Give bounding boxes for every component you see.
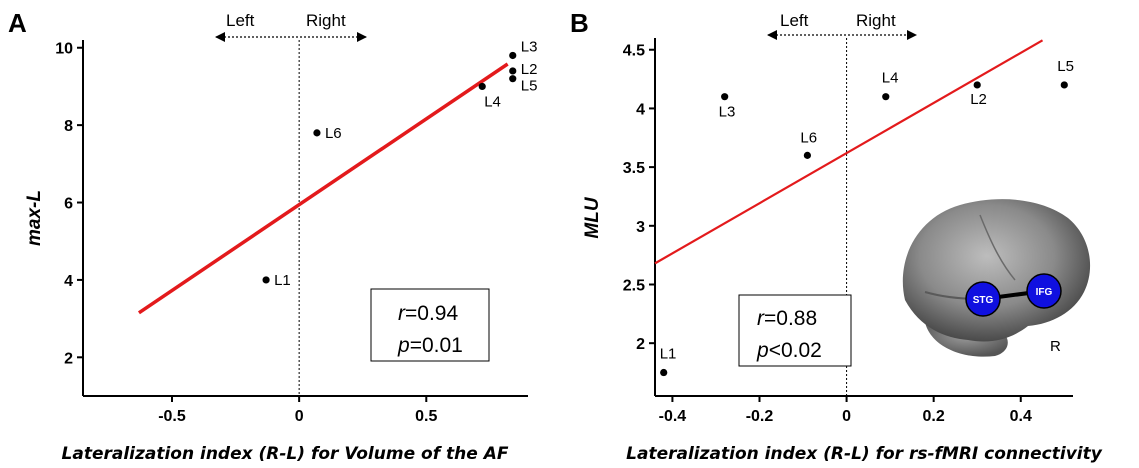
point-label-l2: L2 [970, 91, 987, 108]
direction-left-label: Left [226, 11, 255, 30]
y-tick-label: 10 [55, 41, 73, 58]
data-point-l2 [973, 81, 981, 89]
direction-right-label: Right [306, 11, 346, 30]
hemisphere-label: R [1050, 338, 1061, 355]
y-tick-label: 2 [64, 350, 73, 367]
panel-b-points: L1 L3 L6 L4 L2 L5 [660, 58, 1074, 377]
brain-inset: STG IFG R [902, 199, 1091, 357]
point-label-l6: L6 [800, 129, 817, 146]
panel-a-direction-indicator: Left Right [215, 11, 367, 42]
point-label-l1: L1 [274, 272, 291, 289]
x-tick-label: 0.5 [415, 408, 437, 425]
node-stg-label: STG [973, 295, 994, 306]
y-tick-label: 4.5 [623, 43, 645, 60]
panel-a-stats-box: r=0.94 p=0.01 [370, 288, 490, 362]
regression-line [654, 39, 1044, 265]
brain-sulcus [979, 214, 1016, 281]
x-tick-label: 0 [295, 408, 304, 425]
data-point-l6 [803, 151, 811, 159]
stats-r: r=0.94 [398, 302, 458, 325]
panel-b-x-axis-label: Lateralization index (R-L) for rs-fMRI c… [626, 444, 1103, 464]
y-tick-label: 4 [636, 101, 645, 118]
y-tick-label: 3 [636, 219, 645, 236]
panel-b-stats-box: r=0.88 p<0.02 [738, 294, 852, 367]
x-tick-label: -0.2 [746, 408, 774, 425]
data-point-l1 [262, 276, 270, 284]
panel-b-y-ticks: 2 2.5 3 3.5 4 4.5 [623, 43, 655, 353]
panel-a-x-axis-label: Lateralization index (R-L) for Volume of… [62, 444, 509, 464]
point-label-l5: L5 [521, 78, 538, 95]
point-label-l2: L2 [521, 61, 538, 78]
point-label-l5: L5 [1057, 58, 1074, 75]
node-ifg-circle [1026, 273, 1062, 309]
point-label-l6: L6 [325, 125, 342, 142]
panel-a-axes [82, 40, 528, 397]
data-point-l2 [509, 67, 517, 75]
point-label-l3: L3 [719, 104, 736, 121]
stats-r: r=0.88 [757, 307, 817, 330]
y-tick-label: 4 [64, 273, 73, 290]
panel-b: B 22.533.544.5 -0.4 -0.2 0 0.2 0.4 L1L3L6L4L… [570, 8, 1103, 464]
point-label-l1: L1 [660, 346, 677, 363]
data-point-l3 [509, 51, 517, 60]
panel-a-y-ticks: 2 4 6 8 10 [55, 41, 83, 367]
x-tick-label: 0 [842, 408, 851, 425]
panel-a-x-ticks: -0.5 0 0.5 [158, 396, 438, 425]
regression-line [137, 62, 509, 315]
node-ifg-label: IFG [1036, 287, 1053, 298]
y-tick-label: 8 [64, 118, 73, 135]
panel-b-y-axis-label: MLU [582, 196, 603, 238]
stats-p: p<0.02 [756, 339, 822, 362]
panel-b-direction-indicator: Left Right [767, 11, 917, 40]
x-tick-label: -0.4 [659, 408, 687, 425]
data-point-l5 [1060, 81, 1068, 89]
panel-a-fit-line [137, 62, 509, 315]
data-point-l4 [882, 93, 890, 101]
panel-letter-b: B [570, 8, 589, 38]
data-point-l1 [660, 368, 668, 377]
y-tick-label: 2.5 [623, 277, 645, 294]
point-label-l4: L4 [484, 93, 501, 110]
panel-b-fit-line [654, 39, 1044, 265]
node-stg-circle [965, 281, 1001, 317]
direction-left-label: Left [780, 11, 809, 30]
panel-b-axes [654, 38, 1073, 397]
y-tick-label: 6 [64, 196, 73, 213]
data-point-l6 [313, 129, 321, 137]
direction-right-label: Right [856, 11, 896, 30]
y-tick-label: 3.5 [623, 160, 645, 177]
data-point-l4 [478, 82, 486, 91]
y-tick-label: 2 [636, 336, 645, 353]
panel-b-x-ticks: -0.4 -0.2 0 0.2 0.4 [659, 396, 1032, 425]
x-tick-label: 0.2 [923, 408, 945, 425]
panel-a-y-axis-label: max-L [24, 190, 45, 246]
panel-letter-a: A [8, 8, 27, 38]
point-label-l4: L4 [882, 70, 899, 87]
point-label-l3: L3 [521, 38, 538, 55]
x-tick-label: 0.4 [1010, 408, 1032, 425]
data-point-l5 [509, 75, 517, 83]
brain-hemisphere-shape [902, 199, 1091, 342]
stats-p: p=0.01 [397, 334, 463, 357]
x-tick-label: -0.5 [158, 408, 186, 425]
data-point-l3 [721, 93, 729, 101]
